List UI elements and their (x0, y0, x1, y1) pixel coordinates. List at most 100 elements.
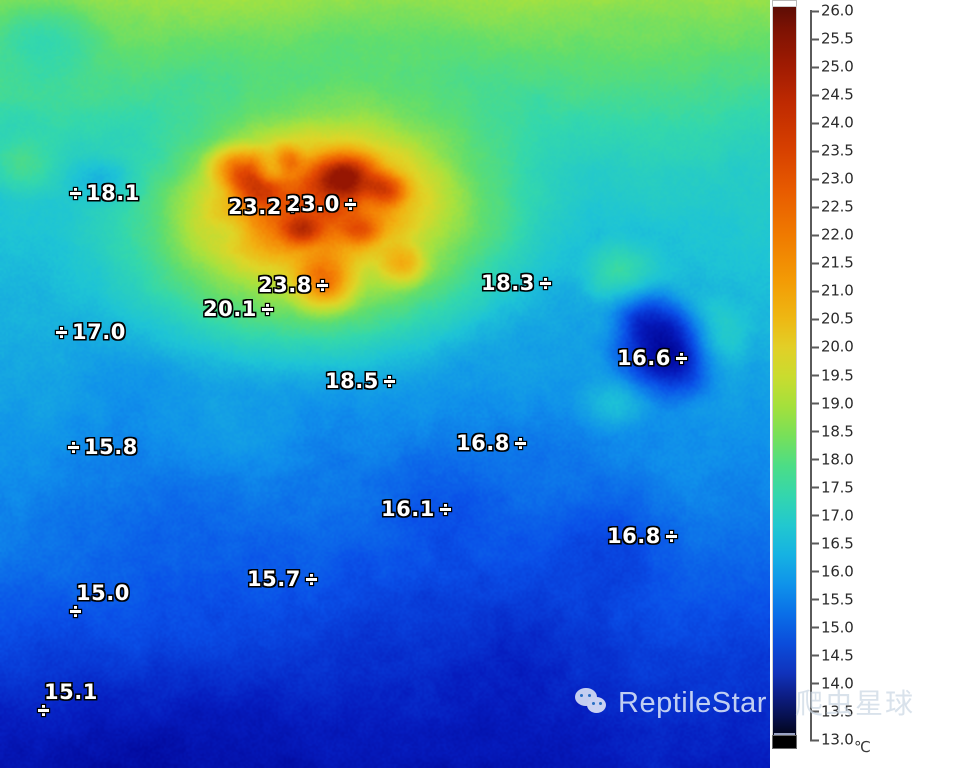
tick-mark (810, 66, 819, 69)
colorbar-tick: 13.5 (810, 704, 854, 719)
colorbar-tick: 24.5 (810, 85, 854, 104)
tick-label: 17.5 (821, 478, 854, 497)
spot-measurement[interactable]: 15.8 (68, 437, 138, 458)
colorbar-tick: 17.5 (810, 480, 854, 495)
spot-measurement[interactable]: 15.0 (70, 583, 130, 617)
colorbar-tick: 25.0 (810, 59, 854, 75)
colorbar-tick: 14.0 (810, 676, 854, 691)
spot-measurement[interactable]: 18.3 (481, 273, 551, 294)
tick-mark (810, 514, 819, 517)
tick-mark (810, 402, 819, 405)
tick-label: 20.5 (821, 309, 854, 328)
crosshair-icon (383, 376, 395, 387)
tick-label: 25.5 (821, 29, 854, 48)
colorbar-gradient (772, 6, 797, 748)
spot-temperature-value: 16.6 (617, 346, 671, 370)
spot-temperature-value: 18.1 (86, 181, 140, 205)
colorbar-tick: 25.5 (810, 29, 854, 48)
tick-label: 16.5 (821, 534, 854, 553)
spot-temperature-value: 16.8 (607, 524, 661, 548)
colorbar-tick: 15.0 (810, 620, 854, 635)
spot-temperature-value: 23.8 (258, 273, 312, 297)
colorbar-tick: 16.5 (810, 536, 854, 551)
spot-measurement[interactable]: 23.0 (286, 194, 356, 215)
tick-mark (810, 318, 819, 321)
colorbar-tick: 15.5 (810, 592, 854, 607)
tick-mark (810, 710, 819, 713)
colorbar-tick: 17.0 (810, 508, 854, 523)
colorbar-tick: 16.0 (810, 564, 854, 579)
tick-mark (810, 38, 819, 41)
spot-temperature-value: 16.8 (456, 431, 510, 455)
tick-label: 13.5 (821, 702, 854, 721)
spot-measurement[interactable]: 23.2 (228, 197, 298, 218)
tick-label: 24.5 (821, 85, 854, 104)
colorbar-tick: 23.0 (810, 171, 854, 187)
colorbar-tick: 20.0 (810, 337, 854, 356)
tick-label: 19.5 (821, 366, 854, 384)
spot-measurement[interactable]: 16.1 (381, 499, 451, 520)
tick-mark (810, 598, 819, 601)
crosshair-icon (68, 442, 79, 453)
crosshair-icon (439, 504, 451, 515)
tick-label: 13.0 (821, 730, 854, 749)
tick-label: 22.0 (821, 225, 854, 244)
spot-measurement[interactable]: 15.1 (38, 682, 98, 716)
colorbar-tick: 20.5 (810, 309, 854, 328)
crosshair-icon (70, 188, 81, 199)
spot-measurement[interactable]: 16.6 (617, 348, 687, 369)
spot-measurement[interactable]: 18.1 (70, 183, 140, 204)
spot-measurement[interactable]: 16.8 (607, 526, 677, 547)
tick-mark (810, 430, 819, 433)
tick-mark (810, 262, 819, 265)
spot-measurement[interactable]: 23.8 (258, 275, 328, 296)
tick-label: 21.0 (821, 281, 854, 300)
crosshair-icon (675, 353, 687, 364)
spot-temperature-value: 17.0 (72, 320, 126, 344)
thermal-heatmap (0, 0, 770, 768)
thermal-image-pane[interactable]: 18.1 23.2 23.0 18.3 23.8 20.1 17.0 16.6 18.5 16.8… (0, 0, 770, 768)
crosshair-icon (70, 606, 81, 617)
tick-mark (810, 94, 819, 97)
tick-label: 26.0 (821, 1, 854, 20)
tick-label: 23.5 (821, 141, 854, 160)
tick-label: 18.0 (821, 450, 854, 469)
tick-label: 15.5 (821, 590, 854, 609)
crosshair-icon (305, 574, 317, 585)
tick-mark (810, 122, 819, 125)
spot-measurement[interactable]: 20.1 (203, 299, 273, 320)
crosshair-icon (344, 199, 356, 210)
temperature-unit-label: ℃ (854, 738, 871, 756)
spot-temperature-value: 18.5 (325, 369, 379, 393)
spot-measurement[interactable]: 17.0 (56, 322, 126, 343)
tick-mark (810, 739, 819, 741)
tick-label: 20.0 (821, 337, 854, 356)
tick-mark (810, 682, 819, 685)
tick-mark (810, 654, 819, 657)
tick-mark (810, 374, 819, 377)
spot-temperature-value: 18.3 (481, 271, 535, 295)
tick-label: 16.0 (821, 562, 854, 581)
tick-mark (810, 458, 819, 461)
tick-label: 24.0 (821, 113, 854, 132)
tick-mark (810, 206, 819, 209)
tick-mark (810, 346, 819, 349)
spot-measurement[interactable]: 15.7 (247, 569, 317, 590)
crosshair-icon (56, 327, 67, 338)
spot-temperature-value: 23.2 (228, 195, 282, 219)
tick-label: 14.5 (821, 646, 854, 665)
crosshair-icon (38, 705, 49, 716)
spot-measurement[interactable]: 16.8 (456, 433, 526, 454)
spot-temperature-value: 23.0 (286, 192, 340, 216)
tick-mark (810, 178, 819, 181)
tick-label: 21.5 (821, 253, 854, 272)
colorbar-tick: 14.5 (810, 648, 854, 663)
crosshair-icon (665, 531, 677, 542)
tick-mark (810, 150, 819, 153)
spot-measurement[interactable]: 18.5 (325, 371, 395, 392)
tick-mark (810, 234, 819, 237)
colorbar-tick: 18.0 (810, 452, 854, 467)
colorbar-tick: 21.0 (810, 281, 854, 300)
spot-temperature-value: 20.1 (203, 297, 257, 321)
colorbar-tick: 23.5 (810, 141, 854, 160)
